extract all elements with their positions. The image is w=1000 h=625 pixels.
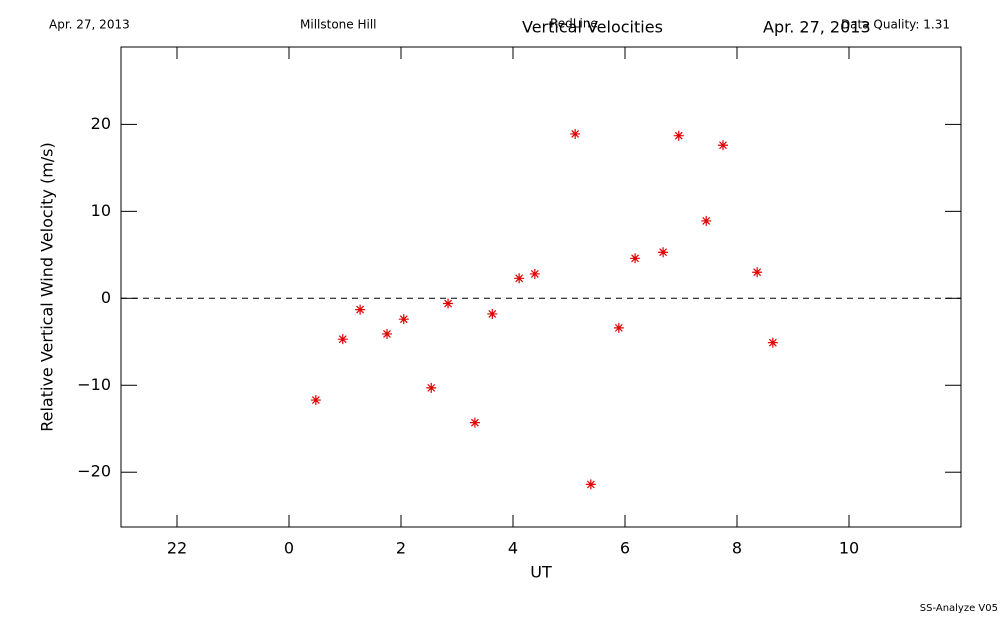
point xyxy=(529,268,540,279)
y-axis-label: Relative Vertical Wind Velocity (m/s) xyxy=(38,142,57,432)
x-tick-label: 22 xyxy=(167,539,187,558)
quality: Data Quality: 1.31 xyxy=(841,18,950,32)
x-tick-label: 4 xyxy=(508,539,518,558)
point xyxy=(570,128,581,139)
point xyxy=(613,322,624,333)
point xyxy=(585,479,596,490)
y-tick-label: −10 xyxy=(77,375,111,394)
point xyxy=(718,140,728,151)
x-tick-label: 10 xyxy=(839,539,859,558)
x-axis-label: UT xyxy=(530,563,552,582)
point xyxy=(514,273,525,284)
x-tick-label: 6 xyxy=(620,539,630,558)
plot-frame xyxy=(120,46,962,528)
y-tick-label: 10 xyxy=(91,201,111,220)
point xyxy=(630,253,641,264)
point xyxy=(469,417,480,428)
x-tick-label: 2 xyxy=(396,539,406,558)
x-tick-label: 0 xyxy=(284,539,294,558)
y-tick-label: −20 xyxy=(77,462,111,481)
y-tick-label: 20 xyxy=(91,114,111,133)
y-tick-label: 0 xyxy=(101,288,111,307)
point xyxy=(355,304,366,315)
point xyxy=(487,308,498,319)
footer: SS-Analyze V05 xyxy=(920,603,998,614)
point xyxy=(310,395,321,406)
header-date: Apr. 27, 2013 xyxy=(49,18,130,32)
point xyxy=(767,337,778,348)
site: Millstone Hill xyxy=(300,18,376,32)
point xyxy=(701,215,712,226)
point xyxy=(673,130,684,141)
point xyxy=(382,328,392,339)
header-date-right: Apr. 27, 2013 xyxy=(763,18,871,37)
x-tick-label: 8 xyxy=(732,539,742,558)
subtitle: RedLine xyxy=(550,17,598,31)
point xyxy=(658,247,669,258)
point xyxy=(752,267,763,278)
point xyxy=(398,314,409,325)
point xyxy=(443,298,454,309)
chart-title: Vertical Velocities xyxy=(522,18,663,37)
point xyxy=(426,382,437,393)
point xyxy=(337,334,348,345)
